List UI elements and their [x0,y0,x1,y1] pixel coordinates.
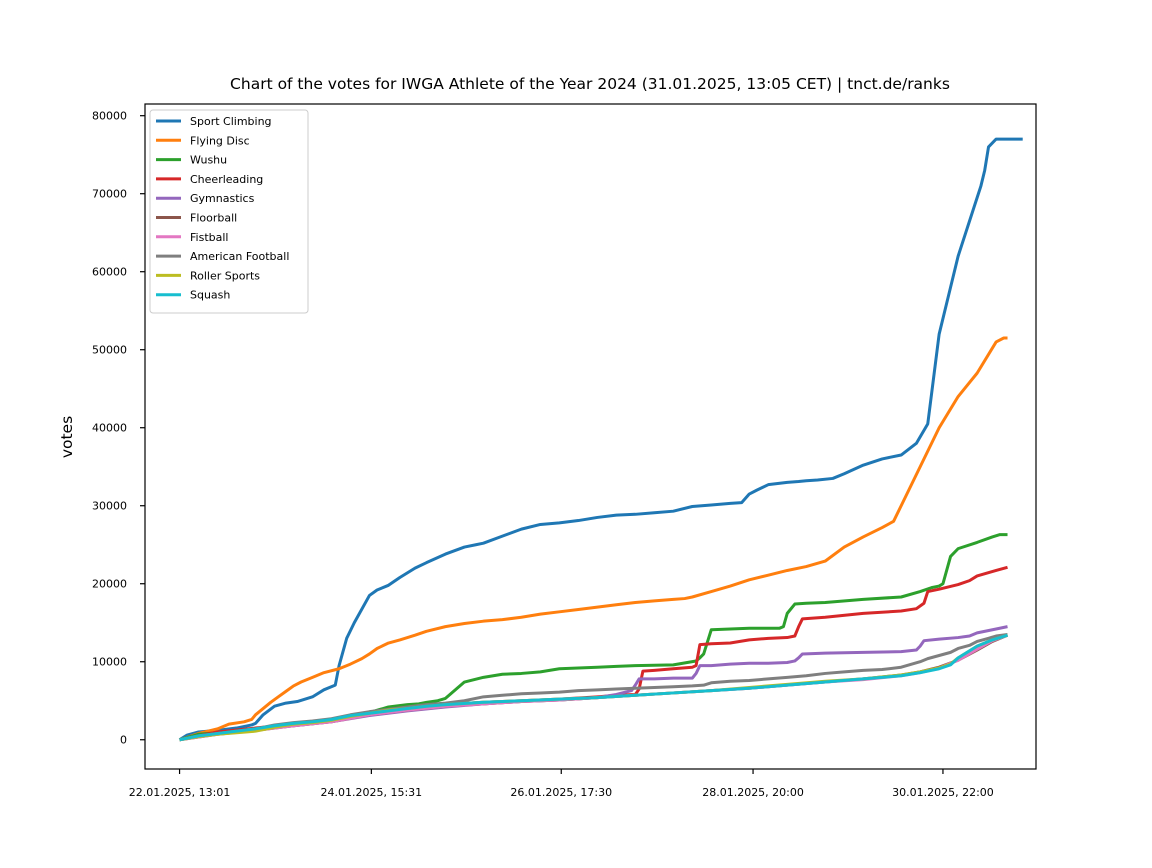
legend-label-squash: Squash [190,289,230,302]
y-tick-label: 50000 [92,344,127,357]
y-tick-label: 80000 [92,110,127,123]
legend: Sport Climbing Flying Disc Wushu Cheerleadi… [149,109,309,314]
y-tick-label: 60000 [92,266,127,279]
series-layer [178,137,1023,742]
legend-label-fistball: Fistball [190,231,228,244]
legend-label-cheerleading: Cheerleading [190,173,263,186]
legend-label-wushu: Wushu [190,154,227,167]
y-tick-label: 20000 [92,578,127,591]
y-tick-label: 40000 [92,422,127,435]
legend-label-gymnastics: Gymnastics [190,192,255,205]
x-tick-label: 24.01.2025, 15:31 [321,786,423,799]
series-line-sport-climbing [178,137,1023,742]
series-line-squash [179,633,1008,742]
legend-label-american-football: American Football [190,250,289,263]
x-tick-label: 22.01.2025, 13:01 [129,786,231,799]
y-axis-label: votes [58,416,76,458]
legend-label-flying-disc: Flying Disc [190,134,250,147]
y-tick-label: 70000 [92,188,127,201]
y-tick-label: 10000 [92,656,127,669]
legend-label-sport-climbing: Sport Climbing [190,115,272,128]
y-axis: 0 10000 20000 30000 40000 50000 60000 70000 8000… [92,110,145,747]
legend-label-floorball: Floorball [190,212,237,225]
x-axis: 22.01.2025, 13:01 24.01.2025, 15:31 26.01.… [129,769,994,799]
x-tick-label: 26.01.2025, 17:30 [510,786,612,799]
legend-label-roller-sports: Roller Sports [190,269,260,282]
x-tick-label: 30.01.2025, 22:00 [892,786,994,799]
y-tick-label: 0 [120,734,127,747]
plot-frame [144,103,1037,770]
y-tick-label: 30000 [92,500,127,513]
legend-box [149,109,309,314]
x-tick-label: 28.01.2025, 20:00 [702,786,804,799]
series-line-flying-disc [179,336,1008,742]
chart-title: Chart of the votes for IWGA Athlete of t… [230,75,950,93]
